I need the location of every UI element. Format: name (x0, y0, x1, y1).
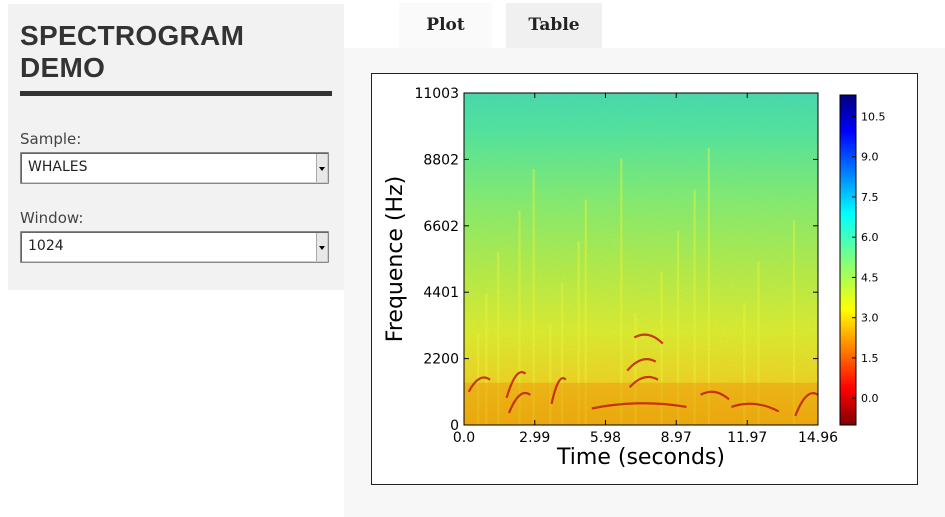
colorbar-tick-label: 7.5 (861, 191, 879, 204)
app-title-line1: SPECTROGRAM (20, 20, 245, 51)
sample-label: Sample: (20, 130, 82, 148)
window-select-value: 1024 (28, 238, 64, 254)
x-axis-label: Time (seconds) (556, 445, 725, 470)
x-tick-label: 0.0 (453, 430, 475, 446)
tab-plot[interactable]: Plot (399, 3, 492, 48)
tab-table[interactable]: Table (506, 3, 602, 48)
y-tick-label: 6602 (423, 219, 459, 235)
sample-select[interactable]: WHALES (20, 152, 329, 184)
colorbar-tick-label: 6.0 (861, 231, 879, 244)
window-label: Window: (20, 209, 84, 227)
chevron-down-icon[interactable] (316, 233, 327, 261)
y-axis-label: Frequence (Hz) (383, 176, 408, 342)
x-axis: 0.0 2.99 5.98 8.97 11.97 14.96 (453, 93, 838, 446)
sample-select-value: WHALES (28, 159, 88, 175)
colorbar-tick-label: 9.0 (861, 151, 879, 164)
sidebar-panel: SPECTROGRAM DEMO Sample: WHALES Window: … (8, 4, 344, 290)
y-tick-label: 4401 (423, 285, 459, 301)
spectrogram-figure: 0.0 2.99 5.98 8.97 11.97 14.96 0 2200 4401 6602 8… (371, 73, 918, 485)
colorbar-tick-label: 4.5 (861, 271, 879, 284)
y-tick-label: 8802 (423, 152, 459, 168)
plot-frame (463, 92, 819, 426)
app-title-line2: DEMO (20, 52, 106, 83)
x-tick-label: 11.97 (727, 430, 767, 446)
y-tick-label: 0 (450, 418, 459, 434)
colorbar-tick-label: 1.5 (861, 352, 879, 365)
window-select[interactable]: 1024 (20, 231, 329, 263)
x-tick-label: 2.99 (519, 430, 550, 446)
app-title: SPECTROGRAM DEMO (20, 20, 330, 84)
spectrogram-grain (464, 93, 818, 425)
x-tick-label: 14.96 (798, 430, 838, 446)
colorbar-tick-label: 3.0 (861, 312, 879, 325)
y-tick-label: 2200 (423, 352, 459, 368)
y-axis: 0 2200 4401 6602 8802 11003 (414, 86, 818, 434)
colorbar-tick-label: 0.0 (861, 392, 879, 405)
colorbar-axis: 0.0 1.5 3.0 4.5 6.0 7.5 9.0 10.5 (852, 110, 886, 405)
colorbar-tick-label: 10.5 (861, 110, 886, 123)
chevron-down-icon[interactable] (316, 154, 327, 182)
title-divider (20, 91, 332, 96)
colorbar (839, 94, 857, 426)
spectrogram-chart: 0.0 2.99 5.98 8.97 11.97 14.96 0 2200 4401 6602 8… (383, 86, 886, 470)
x-tick-label: 5.98 (590, 430, 621, 446)
y-tick-label: 11003 (414, 86, 459, 102)
x-tick-label: 8.97 (661, 430, 692, 446)
